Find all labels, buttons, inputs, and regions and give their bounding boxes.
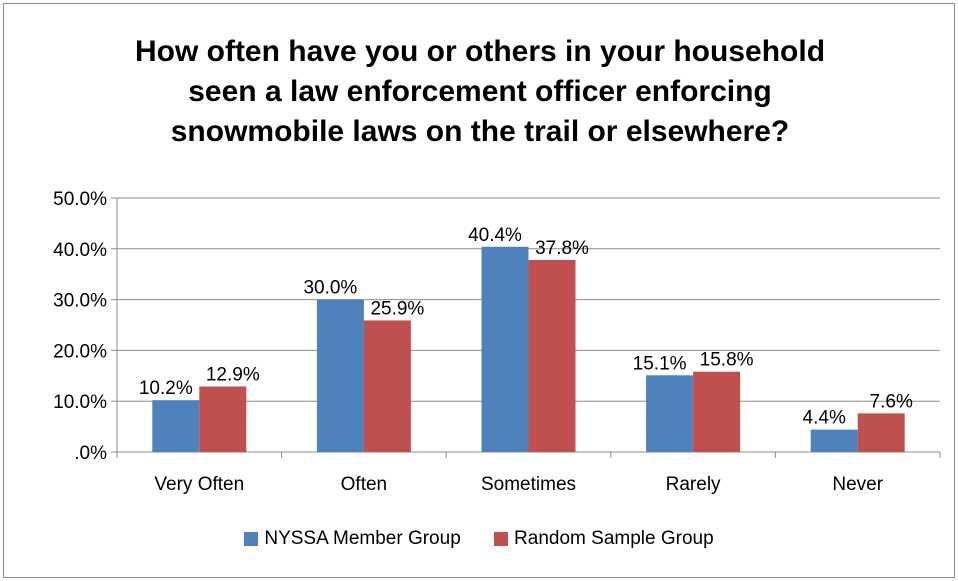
data-label: 37.8%: [535, 238, 589, 259]
chart-legend: NYSSA Member Group Random Sample Group: [0, 528, 958, 552]
bar: [810, 429, 858, 452]
chart-frame: How often have you or others in your hou…: [3, 3, 955, 578]
data-label: 25.9%: [370, 298, 424, 319]
legend-item-nyssa: NYSSA Member Group: [244, 528, 461, 550]
chart-title-line: snowmobile laws on the trail or elsewher…: [170, 115, 790, 148]
x-category-label: Sometimes: [481, 474, 576, 495]
bar: [857, 413, 905, 452]
data-label: 12.9%: [206, 364, 260, 385]
data-label: 15.8%: [700, 350, 754, 371]
bar: [646, 375, 694, 452]
x-category-label: Often: [341, 474, 387, 495]
x-category-label: Never: [832, 474, 883, 495]
data-label: 7.6%: [870, 391, 913, 412]
data-label: 4.4%: [803, 408, 846, 429]
y-tick-label: 40.0%: [53, 240, 107, 261]
y-tick-label: 20.0%: [53, 341, 107, 362]
bar: [199, 386, 247, 452]
chart-title: How often have you or others in your hou…: [4, 32, 956, 152]
x-category-label: Rarely: [666, 474, 721, 495]
data-label: 15.1%: [633, 353, 687, 374]
y-tick-label: 10.0%: [53, 392, 107, 413]
chart-title-line: How often have you or others in your hou…: [134, 35, 826, 68]
legend-swatch-nyssa: [244, 532, 259, 546]
legend-item-random: Random Sample Group: [494, 528, 714, 550]
bar: [693, 371, 741, 452]
legend-label-random: Random Sample Group: [514, 528, 714, 549]
bar: [363, 320, 411, 452]
data-label: 30.0%: [303, 278, 357, 299]
data-label: 40.4%: [468, 225, 522, 246]
y-tick-label: 30.0%: [53, 291, 107, 312]
bar: [481, 246, 529, 452]
y-tick-label: 50.0%: [53, 189, 107, 210]
legend-label-nyssa: NYSSA Member Group: [264, 528, 461, 549]
x-category-label: Very Often: [154, 474, 244, 495]
y-tick-label: .0%: [74, 443, 107, 464]
legend-swatch-random: [494, 532, 509, 546]
chart-title-line: seen a law enforcement officer enforcing: [188, 75, 772, 108]
data-label: 10.2%: [139, 378, 193, 399]
bar: [152, 400, 200, 452]
bar: [528, 259, 576, 452]
bar: [316, 299, 364, 452]
